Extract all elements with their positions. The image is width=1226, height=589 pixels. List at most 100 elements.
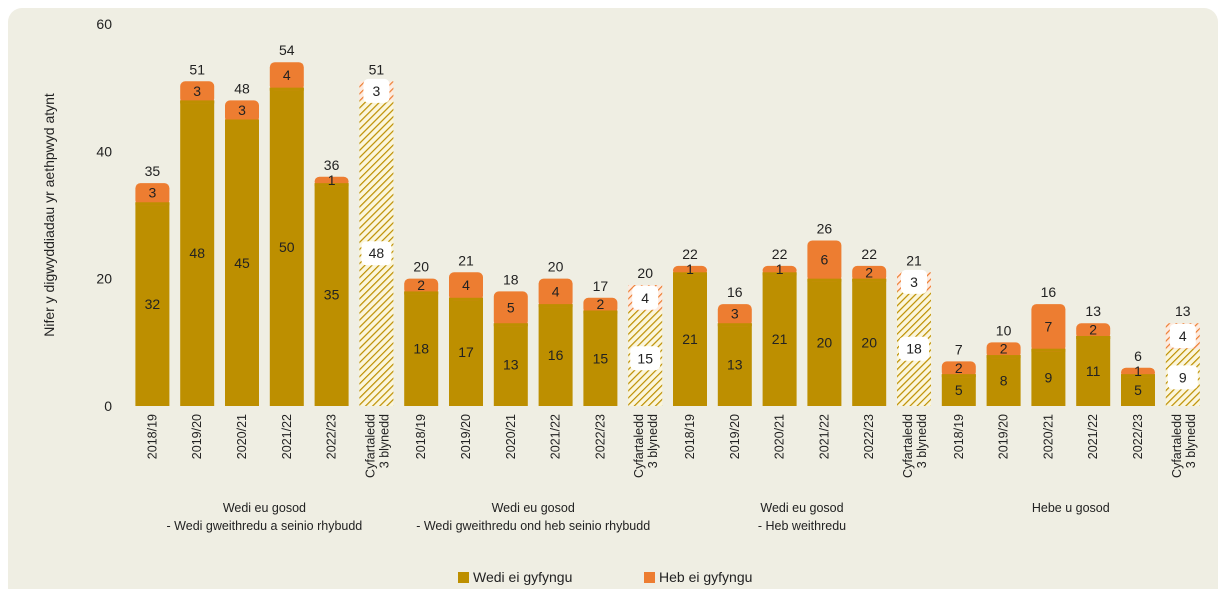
x-tick-label: 2020/21 [504, 414, 518, 459]
group-label: Wedi eu gosod [760, 501, 843, 515]
value-label-total: 7 [955, 341, 963, 357]
bar-segment-joint [314, 183, 349, 187]
value-label-total: 35 [145, 163, 161, 179]
value-label-contained: 32 [145, 296, 161, 312]
group-label: Wedi eu gosod [223, 501, 306, 515]
bar-segment-contained [717, 323, 752, 406]
value-label-not-contained: 2 [1000, 341, 1008, 357]
bar-segment-not-contained [717, 304, 752, 327]
value-label-contained: 45 [234, 255, 250, 271]
x-tick-label: 2018/19 [952, 414, 966, 459]
value-label-not-contained: 3 [373, 83, 381, 99]
value-label-not-contained: 5 [507, 299, 515, 315]
value-label-contained: 5 [1134, 382, 1142, 398]
bar-segment-not-contained [807, 240, 842, 282]
bar-segment-joint [941, 374, 976, 378]
value-label-contained: 21 [772, 331, 788, 347]
value-label-not-contained: 1 [776, 261, 784, 277]
value-label-not-contained: 4 [552, 283, 560, 299]
value-label-contained: 11 [1086, 363, 1101, 379]
bar-segment-not-contained [135, 183, 170, 206]
bar-segment-not-contained [986, 342, 1021, 359]
value-label-box [899, 336, 929, 361]
value-label-not-contained: 1 [328, 172, 336, 188]
value-label-total: 22 [772, 246, 788, 262]
legend-swatch-contained [458, 572, 469, 583]
bar-segment-contained [180, 100, 215, 407]
value-label-not-contained: 1 [1134, 363, 1142, 379]
legend-label-not-contained: Heb ei gyfyngu [659, 569, 752, 585]
bar-segment-joint [673, 272, 707, 276]
bar-segment-not-contained [941, 361, 976, 378]
bar-segment-not-contained [493, 291, 528, 327]
bar-segment-contained [673, 272, 707, 406]
bar-segment-not-contained [180, 81, 215, 104]
bar-segment-not-contained [852, 265, 887, 282]
x-tick-label: Cyfartaledd3 blynedd [363, 414, 391, 478]
bar-segment-contained [1076, 335, 1111, 406]
value-label-total: 18 [503, 271, 519, 287]
x-tick-label: 2020/21 [773, 414, 787, 459]
value-label-total: 16 [727, 284, 743, 300]
value-label-contained: 5 [955, 382, 963, 398]
y-tick-label: 40 [96, 143, 112, 159]
bar-segment-contained [807, 278, 842, 406]
value-label-total: 10 [996, 322, 1012, 338]
bar-segment-contained [852, 278, 887, 406]
value-label-total: 26 [817, 220, 833, 236]
value-label-not-contained: 3 [149, 185, 157, 201]
value-label-total: 20 [413, 259, 429, 275]
group-label: Wedi eu gosod [492, 501, 575, 515]
x-tick-label: 2019/20 [190, 414, 204, 459]
bar-segment-joint [852, 278, 887, 282]
bar-segment-joint [986, 355, 1021, 359]
value-label-total: 22 [682, 246, 698, 262]
value-label-total: 16 [1041, 284, 1057, 300]
value-label-total: 22 [861, 246, 877, 262]
value-label-box [1167, 365, 1198, 390]
bar-segment-contained [538, 304, 573, 406]
y-tick-label: 60 [96, 16, 112, 32]
bar-segment-not-contained [538, 278, 573, 308]
value-label-not-contained: 2 [417, 277, 425, 293]
value-label-total: 48 [234, 80, 250, 96]
value-label-contained: 15 [593, 350, 609, 366]
bar-segment-not-contained [404, 278, 439, 295]
bar-segment-joint [135, 202, 170, 206]
bar-segment-joint [583, 310, 618, 314]
x-tick-label: 2022/23 [325, 414, 339, 459]
value-label-not-contained: 4 [462, 277, 470, 293]
value-label-contained: 8 [1000, 373, 1008, 389]
group-label-sub: - Wedi gweithredu a seinio rhybudd [167, 519, 363, 533]
bar-segment-contained [583, 310, 618, 406]
group-label-sub: - Heb weithredu [758, 519, 846, 533]
x-tick-label: 2019/20 [997, 414, 1011, 459]
bar-segment-contained [269, 87, 304, 407]
x-tick-label: 2019/20 [459, 414, 473, 459]
x-tick-label: 2020/21 [1041, 414, 1055, 459]
bar-segment-joint [269, 87, 304, 91]
value-label-box [630, 346, 661, 371]
y-axis-title: Nifer y digwyddiadau yr aethpwyd atynt [41, 93, 57, 337]
x-tick-label: 2018/19 [683, 414, 697, 459]
value-label-box [632, 285, 659, 310]
bar-segment-joint [225, 119, 259, 123]
bar-segment-contained [762, 272, 797, 406]
bar-segment-contained [1031, 348, 1066, 406]
value-label-contained: 35 [324, 287, 340, 303]
group-label-sub: - Wedi gweithredu ond heb seinio rhybudd [416, 519, 650, 533]
value-label-not-contained: 3 [910, 274, 918, 290]
value-label-not-contained: 3 [193, 83, 201, 99]
value-label-contained: 13 [727, 357, 743, 373]
value-label-contained: 48 [189, 245, 205, 261]
bar-segment-not-contained [225, 100, 259, 123]
value-label-total: 20 [637, 265, 653, 281]
value-label-contained: 20 [861, 334, 877, 350]
bar-segment-joint [1031, 348, 1066, 352]
value-label-total: 13 [1085, 303, 1101, 319]
x-tick-label: Cyfartaledd3 blynedd [901, 414, 929, 478]
value-label-total: 54 [279, 42, 295, 58]
value-label-total: 20 [548, 259, 564, 275]
bar-segment-contained [404, 291, 439, 406]
value-label-contained: 15 [637, 350, 653, 366]
